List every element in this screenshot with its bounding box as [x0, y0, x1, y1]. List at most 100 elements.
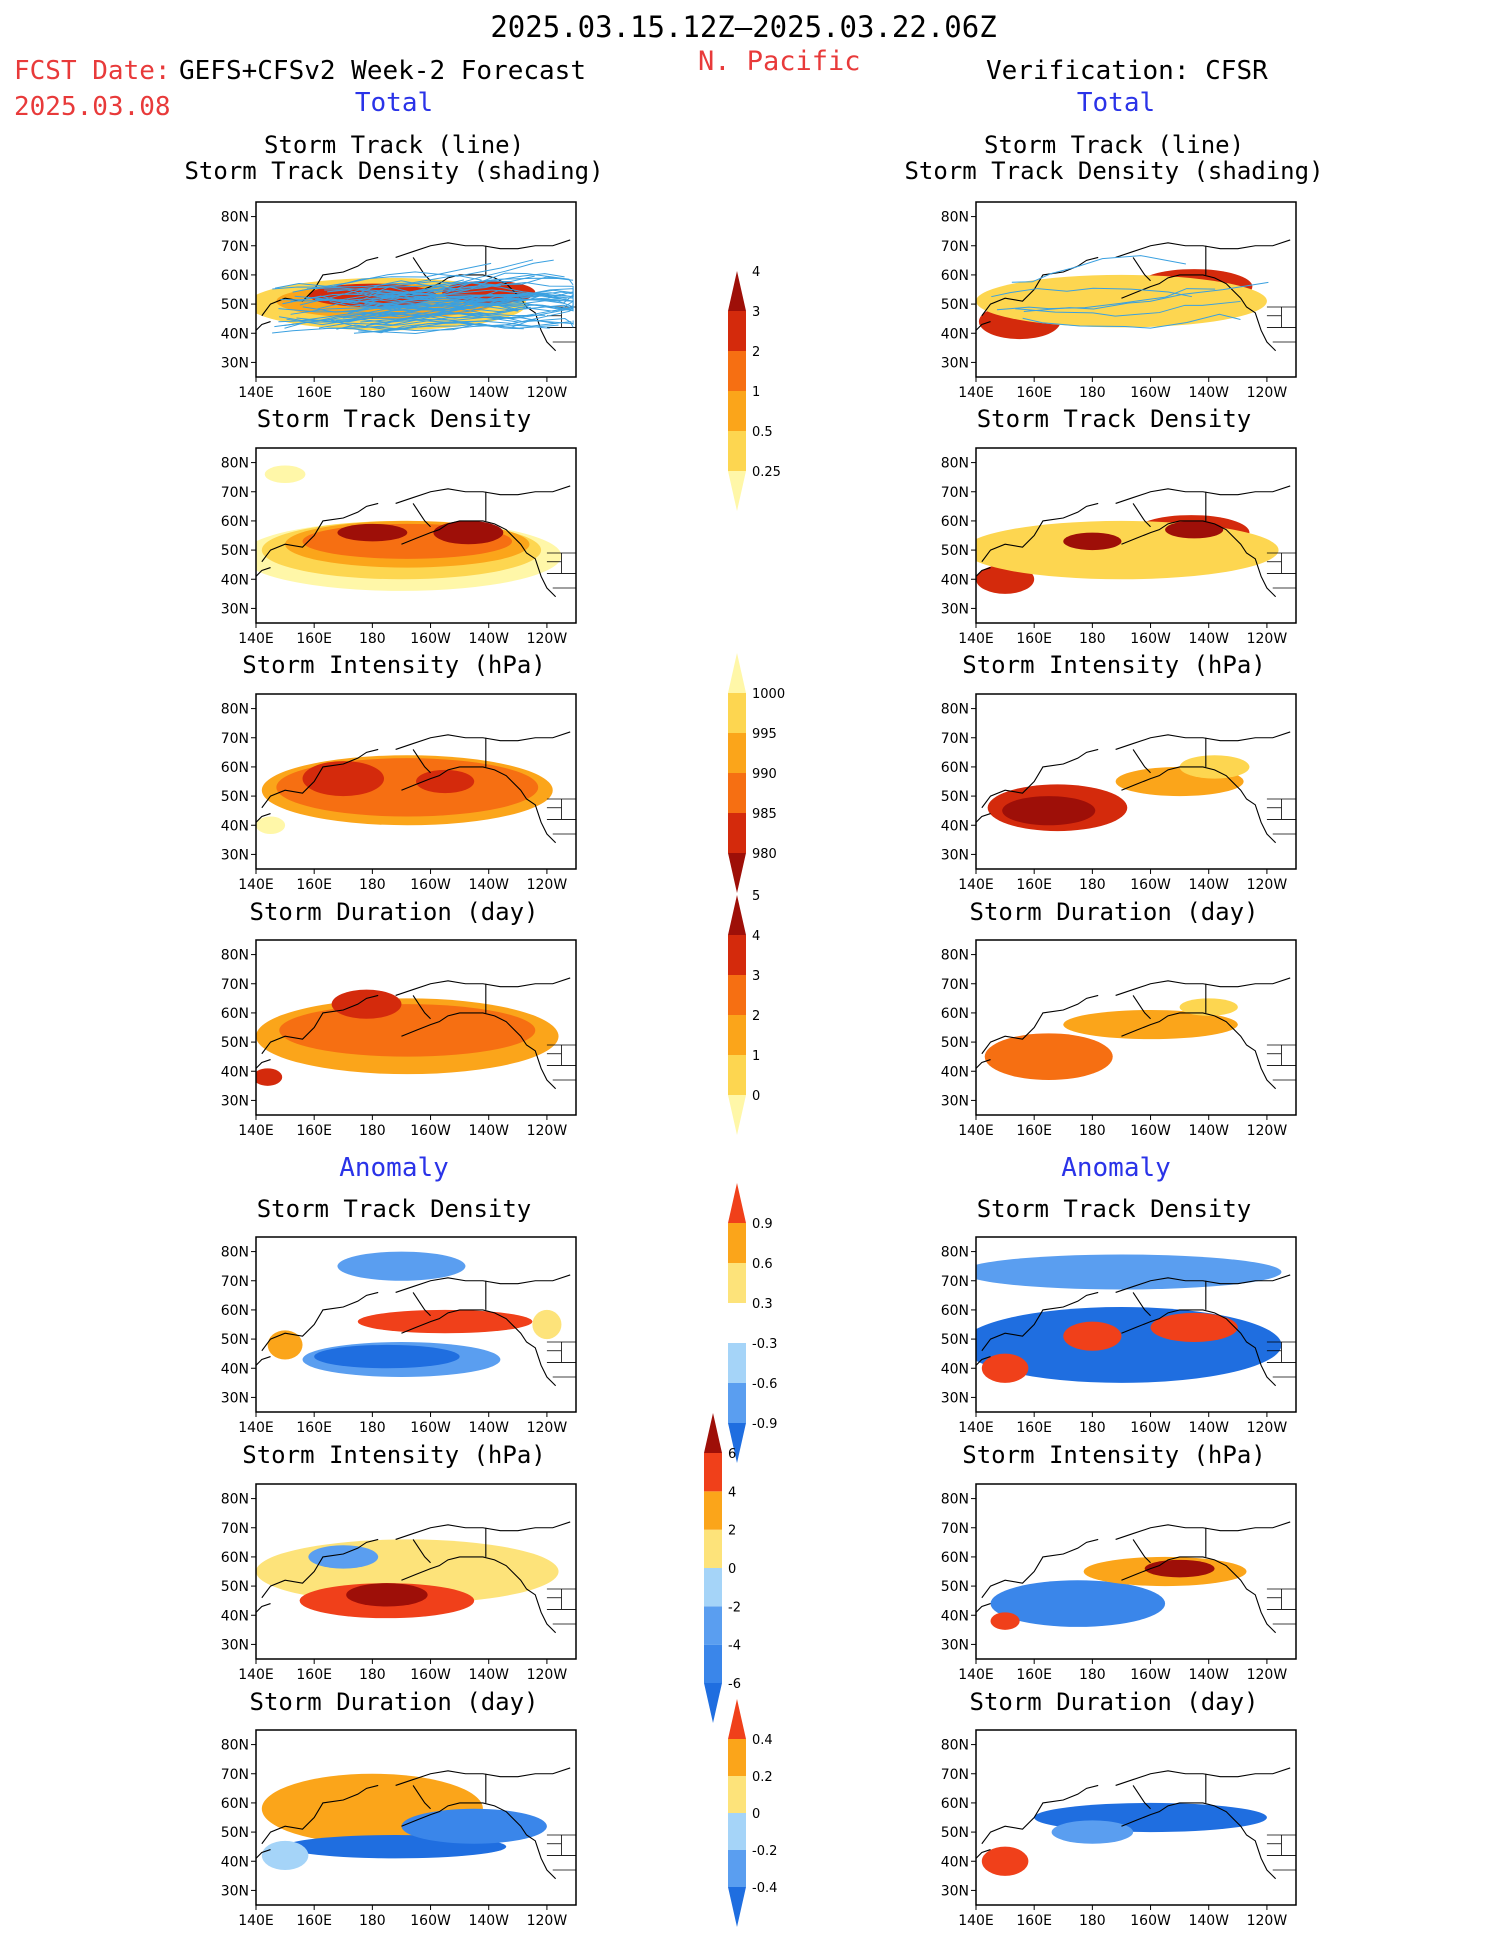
- colorbar-tick-label: 0.2: [752, 1770, 773, 1785]
- lon-tick-label: 160E: [1016, 1420, 1052, 1436]
- plot-frame: [975, 447, 1297, 624]
- lat-tick-label: 60N: [221, 514, 249, 530]
- title-obs-duration-anom: Storm Duration (day): [969, 1688, 1259, 1716]
- lat-tick-label: 30N: [941, 847, 969, 863]
- lon-tick-label: 140E: [958, 1913, 994, 1929]
- colorbar-density: 0.25 0.5 1 2 3 4: [724, 266, 796, 516]
- colorbar-cell: [728, 1776, 746, 1813]
- lon-tick-label: 140W: [1188, 1667, 1229, 1683]
- shading: [976, 515, 1279, 594]
- coastline: [255, 1274, 576, 1387]
- lon-tick-label: 140E: [958, 877, 994, 893]
- plot-frame: [975, 201, 1297, 378]
- colorbar-tick-label: 0.25: [752, 465, 781, 480]
- shading: [990, 1556, 1247, 1630]
- colorbar-tick-label: 985: [752, 807, 777, 822]
- colorbar-tick-label: -2: [728, 1600, 741, 1615]
- shaded-region: [256, 816, 286, 834]
- shaded-region: [267, 1330, 303, 1360]
- lat-tick-label: 50N: [221, 1579, 249, 1595]
- lon-tick-label: 160E: [296, 385, 332, 401]
- lon-tick-label: 140W: [1188, 631, 1229, 647]
- colorbar-tick-label: 5: [752, 890, 760, 904]
- map-obs-density: 30N 40N 50N 60N 70N 80N 140E 160E 180 160W 140W 120…: [930, 444, 1302, 653]
- map-obs-duration: 30N 40N 50N 60N 70N 80N 140E 160E 180 160W 140W 120…: [930, 936, 1302, 1145]
- lon-tick-label: 120W: [1247, 631, 1288, 647]
- colorbar-tick-label: -0.4: [752, 1881, 777, 1896]
- colorbar-cell: [704, 1529, 722, 1568]
- lon-tick-label: 120W: [527, 1667, 568, 1683]
- lon-tick-label: 180: [359, 1667, 386, 1683]
- fcst-date-label: FCST Date:: [14, 56, 171, 86]
- lat-tick-label: 40N: [221, 1854, 249, 1870]
- coastline: [255, 239, 576, 352]
- colorbar-tick-label: 6: [728, 1447, 736, 1462]
- lat-tick-label: 80N: [941, 1738, 969, 1754]
- lat-tick-label: 30N: [221, 355, 249, 371]
- shaded-region: [1165, 520, 1224, 539]
- colorbar-tick-label: 995: [752, 727, 777, 742]
- map-fcst-density-anom: 30N 40N 50N 60N 70N 80N 140E 160E 180 160W 140W 120…: [210, 1233, 582, 1442]
- lat-tick-label: 70N: [221, 977, 249, 993]
- coastline: [255, 1767, 576, 1880]
- track-line: [353, 320, 572, 334]
- colorbar-cell: [728, 1343, 746, 1383]
- lat-tick-label: 50N: [941, 297, 969, 313]
- lat-tick-label: 80N: [941, 948, 969, 964]
- colorbar-top-arrow: [728, 271, 746, 311]
- track-line: [376, 282, 562, 300]
- lon-tick-label: 160E: [296, 877, 332, 893]
- plot-frame: [975, 693, 1297, 870]
- shading: [987, 755, 1250, 832]
- shaded-region: [331, 989, 402, 1019]
- lat-tick-label: 30N: [221, 1390, 249, 1406]
- lon-tick-label: 160W: [410, 1420, 451, 1436]
- shaded-region: [433, 520, 504, 545]
- track-line: [360, 304, 574, 323]
- title-fcst-track-line: Storm Track (line): [263, 131, 525, 159]
- lat-tick-label: 30N: [941, 355, 969, 371]
- lon-tick-label: 180: [359, 1420, 386, 1436]
- shaded-region: [264, 465, 306, 483]
- lat-tick-label: 50N: [221, 543, 249, 559]
- lon-tick-label: 140E: [958, 385, 994, 401]
- colorbar-top-arrow: [728, 895, 746, 935]
- colorbar-cell: [728, 773, 746, 813]
- plot-frame: [255, 1236, 577, 1413]
- title-fcst-track-shading: Storm Track Density (shading): [184, 157, 604, 185]
- lon-tick-label: 140E: [958, 1420, 994, 1436]
- lon-tick-label: 180: [359, 385, 386, 401]
- lat-tick-label: 40N: [221, 1361, 249, 1377]
- lat-tick-label: 60N: [941, 760, 969, 776]
- lat-tick-label: 80N: [941, 702, 969, 718]
- lon-tick-label: 140E: [238, 1667, 274, 1683]
- colorbar-cell: [728, 693, 746, 733]
- track-line: [383, 300, 574, 325]
- shaded-region: [1002, 796, 1096, 826]
- lat-tick-label: 50N: [221, 1035, 249, 1051]
- map-fcst-duration-anom: 30N 40N 50N 60N 70N 80N 140E 160E 180 160W 140W 120…: [210, 1726, 582, 1935]
- colorbar-duration-anom: -0.4 -0.2 0 0.2 0.4: [724, 1694, 796, 1932]
- lat-tick-label: 50N: [221, 297, 249, 313]
- lon-tick-label: 120W: [527, 1123, 568, 1139]
- map-obs-duration-anom: 30N 40N 50N 60N 70N 80N 140E 160E 180 160W 140W 120…: [930, 1726, 1302, 1935]
- lat-tick-label: 30N: [221, 601, 249, 617]
- colorbar-tick-label: 0.4: [752, 1733, 773, 1748]
- lat-tick-label: 50N: [941, 1579, 969, 1595]
- lon-tick-label: 160W: [1130, 1420, 1171, 1436]
- lon-tick-label: 160E: [1016, 631, 1052, 647]
- lat-tick-label: 70N: [221, 731, 249, 747]
- lon-tick-label: 140E: [238, 1420, 274, 1436]
- colorbar-tick-label: 980: [752, 847, 777, 862]
- lon-tick-label: 160W: [410, 631, 451, 647]
- colorbar-cell: [728, 1015, 746, 1055]
- shaded-region: [416, 769, 475, 794]
- track-line: [323, 307, 574, 330]
- colorbar-bottom-arrow: [728, 1095, 746, 1135]
- lat-tick-label: 60N: [221, 268, 249, 284]
- track-line: [991, 287, 1193, 298]
- track-line: [327, 277, 561, 293]
- colorbar-tick-label: 4: [752, 929, 760, 944]
- colorbar-bottom-arrow: [704, 1683, 722, 1723]
- coastline: [255, 977, 576, 1090]
